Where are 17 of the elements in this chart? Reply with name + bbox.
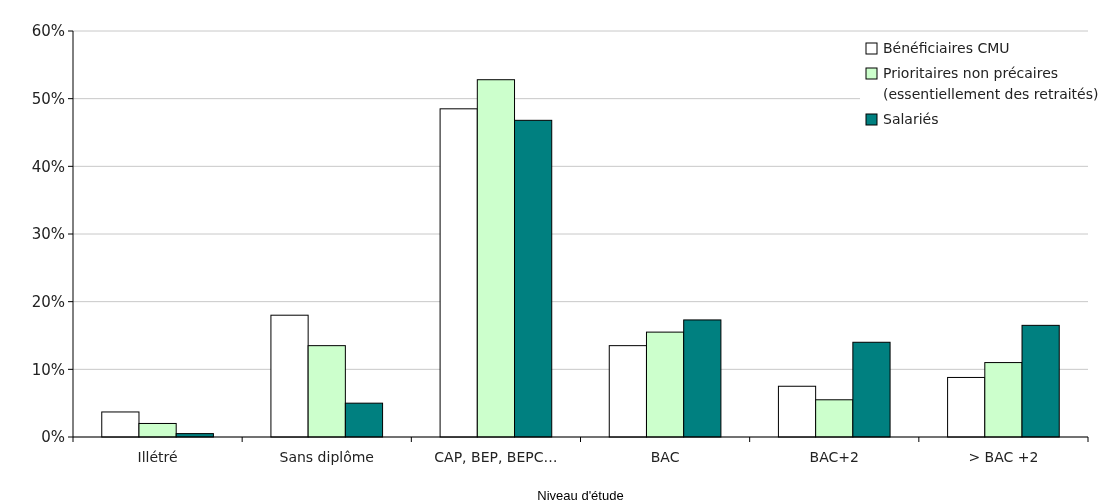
x-tick-label: BAC — [650, 449, 680, 465]
y-tick-label: 20% — [31, 292, 65, 311]
x-tick-label: BAC+2 — [809, 449, 859, 465]
legend-label: Salariés — [883, 111, 939, 127]
y-tick-label: 10% — [31, 360, 65, 379]
y-tick-label: 40% — [31, 157, 65, 176]
y-tick-label: 0% — [41, 428, 65, 447]
x-tick-label: Sans diplôme — [279, 449, 374, 465]
y-tick-label: 60% — [31, 22, 65, 41]
x-tick-label: Illétré — [137, 449, 178, 465]
legend-label: Bénéficiaires CMU — [883, 40, 1010, 56]
y-tick-label: 50% — [31, 89, 65, 108]
legend-label: Prioritaires non précaires (essentiellement des retraités) — [883, 65, 1099, 102]
x-tick-label: > BAC +2 — [968, 449, 1039, 465]
x-tick-label: CAP, BEP, BEPC… — [434, 449, 558, 465]
x-axis-title: Niveau d'étude — [537, 488, 624, 501]
y-tick-label: 30% — [31, 225, 65, 244]
